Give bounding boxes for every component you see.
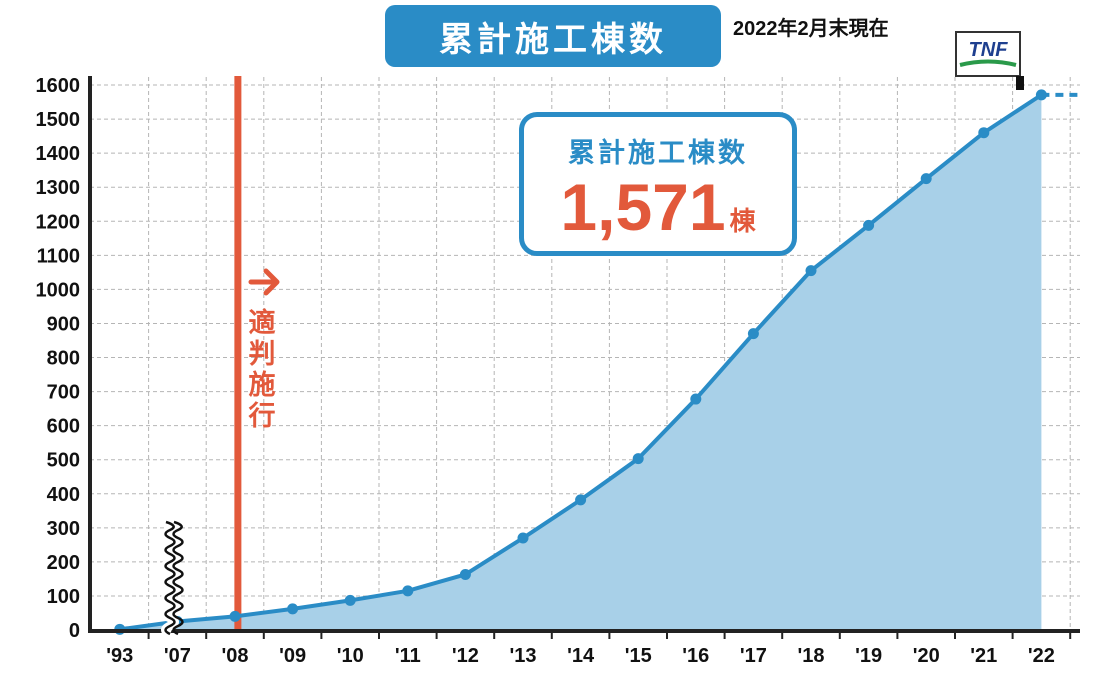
x-tick-label: '10 (337, 645, 364, 667)
y-tick-label: 0 (69, 620, 80, 642)
callout-unit: 棟 (729, 207, 756, 237)
x-tick-label: '15 (625, 645, 652, 667)
data-point (632, 453, 644, 465)
y-tick-label: 600 (47, 416, 80, 438)
x-tick-label: '17 (740, 645, 767, 667)
x-tick-label: '21 (970, 645, 997, 667)
x-tick-label: '12 (452, 645, 479, 667)
y-tick-label: 800 (47, 348, 80, 370)
x-tick-label: '07 (164, 645, 191, 667)
data-point (805, 265, 817, 277)
data-point (459, 568, 471, 580)
x-tick-label: '11 (395, 645, 421, 667)
y-tick-label: 100 (47, 586, 80, 608)
data-point (690, 393, 702, 405)
data-point (229, 610, 241, 622)
y-tick-label: 1300 (36, 177, 81, 199)
callout-label: 累計施工棟数 (568, 138, 748, 169)
x-tick-label: '93 (106, 645, 133, 667)
arrow-right-icon (248, 268, 280, 296)
axis-break-line-a (164, 520, 176, 636)
as-of-date: 2022年2月末現在 (733, 18, 889, 40)
law-marker-label: 適判施行 (248, 308, 276, 432)
tnf-logo: TNF (950, 28, 1030, 102)
axis-break-line-b (172, 520, 184, 636)
callout-value: 1,571 (560, 170, 726, 244)
data-point (517, 532, 529, 544)
data-point (920, 173, 932, 185)
y-tick-label: 1200 (36, 211, 81, 233)
y-tick-label: 1100 (37, 245, 80, 267)
data-point (344, 594, 356, 606)
x-tick-label: '18 (797, 645, 824, 667)
x-tick-label: '19 (855, 645, 882, 667)
y-tick-label: 400 (47, 484, 80, 506)
y-tick-label: 500 (47, 450, 80, 472)
x-tick-label: '20 (913, 645, 940, 667)
x-tick-label: '14 (567, 645, 595, 667)
data-point (287, 603, 299, 615)
data-point (978, 127, 990, 139)
y-tick-label: 1500 (36, 109, 81, 131)
x-tick-label: '22 (1028, 645, 1055, 667)
y-tick-label: 1000 (36, 279, 81, 301)
y-tick-label: 900 (47, 313, 80, 335)
logo-text: TNF (969, 39, 1009, 61)
y-tick-label: 300 (47, 518, 80, 540)
data-point (575, 494, 587, 506)
y-tick-label: 1600 (36, 75, 81, 97)
data-point (747, 328, 759, 340)
y-tick-label: 1400 (36, 143, 81, 165)
x-tick-label: '16 (682, 645, 709, 667)
data-point (402, 585, 414, 597)
series-area (119, 94, 1042, 631)
y-tick-label: 700 (47, 382, 80, 404)
x-tick-label: '09 (279, 645, 306, 667)
data-point (1035, 89, 1047, 101)
y-tick-label: 200 (47, 552, 80, 574)
x-tick-label: '13 (509, 645, 536, 667)
data-point (863, 219, 875, 231)
total-callout: 累計施工棟数 1,571 棟 (519, 112, 797, 256)
chart-title: 累計施工棟数 (385, 5, 721, 67)
x-tick-label: '08 (221, 645, 248, 667)
